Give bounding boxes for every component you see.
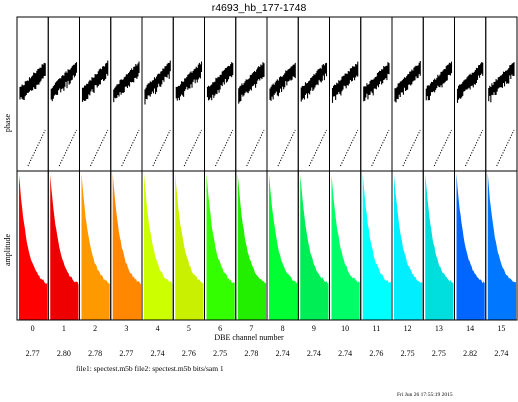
phase-reference-0 [27, 129, 46, 167]
amplitude-spectrum-12 [394, 174, 423, 320]
amplitude-spectrum-10 [331, 175, 360, 320]
amplitude-spectrum-7 [237, 174, 266, 320]
channel-value-label: 2.74 [307, 349, 321, 358]
phase-points-4 [144, 60, 171, 105]
channel-value-label: 2.75 [432, 349, 446, 358]
phase-points-11 [363, 62, 390, 102]
channel-value-label: 2.74 [338, 349, 352, 358]
phase-reference-12 [402, 129, 421, 167]
channel-number-label: 2 [93, 324, 97, 333]
phase-reference-3 [121, 129, 140, 167]
phase-points-14 [456, 62, 484, 103]
phase-reference-6 [214, 129, 234, 167]
plot-title: r4693_hb_177-1748 [212, 2, 307, 14]
phase-reference-1 [58, 129, 77, 167]
channel-value-label: 2.76 [369, 349, 383, 358]
channel-value-label: 2.75 [213, 349, 227, 358]
phase-reference-7 [246, 129, 265, 167]
channel-number-label: 4 [156, 324, 160, 333]
phase-points-15 [488, 62, 515, 103]
phase-axis-label: phase [3, 113, 12, 132]
channel-number-label: 3 [124, 324, 128, 333]
channel-labels: 0 2.77 1 2.80 2 2.78 3 2.77 4 2.74 5 2.76 6 2.75 7 2.78… [26, 324, 509, 358]
amplitude-spectrum-14 [456, 173, 485, 320]
channel-value-label: 2.77 [119, 349, 133, 358]
channel-number-label: 13 [435, 324, 443, 333]
phase-reference-2 [89, 129, 109, 167]
phase-points-8 [269, 62, 296, 101]
phase-points-3 [113, 61, 140, 103]
channel-number-label: 6 [218, 324, 222, 333]
channel-value-label: 2.82 [463, 349, 477, 358]
amplitude-spectrum-13 [425, 174, 454, 320]
x-axis-label: DBE channel number [214, 333, 284, 342]
channel-number-label: 0 [31, 324, 35, 333]
amplitude-spectrum-5 [175, 173, 204, 320]
amplitude-spectrum-8 [269, 174, 298, 320]
amplitude-spectrum-15 [487, 172, 516, 320]
phase-reference-11 [371, 129, 390, 167]
amplitude-spectrum-1 [50, 174, 79, 320]
amplitude-spectrum-9 [300, 174, 329, 320]
channel-panels [16, 16, 518, 321]
phase-reference-15 [496, 129, 515, 167]
channel-value-label: 2.80 [57, 349, 71, 358]
channel-value-label: 2.78 [88, 349, 102, 358]
phase-points-0 [19, 62, 46, 100]
phase-reference-10 [339, 129, 359, 167]
phase-reference-14 [464, 129, 484, 167]
channel-number-label: 8 [281, 324, 285, 333]
phase-reference-13 [433, 129, 452, 167]
channel-value-label: 2.74 [276, 349, 290, 358]
channel-number-label: 11 [373, 324, 381, 333]
phase-points-13 [425, 61, 453, 101]
amplitude-spectrum-2 [81, 173, 110, 320]
amplitude-spectrum-11 [362, 173, 391, 320]
phase-reference-8 [277, 129, 296, 167]
channel-value-label: 2.74 [494, 349, 508, 358]
channel-number-label: 9 [312, 324, 316, 333]
phase-points-10 [331, 61, 359, 103]
phase-points-12 [394, 60, 421, 103]
channel-value-label: 2.77 [26, 349, 40, 358]
channel-value-label: 2.78 [244, 349, 258, 358]
amplitude-axis-label: amplitude [3, 234, 12, 266]
phase-points-6 [206, 62, 234, 101]
phase-reference-5 [183, 129, 202, 167]
phase-points-5 [175, 61, 203, 101]
phase-points-1 [50, 62, 78, 102]
phase-points-9 [300, 62, 328, 102]
channel-number-label: 10 [341, 324, 349, 333]
amplitude-spectrum-6 [206, 173, 235, 320]
phase-points-2 [81, 60, 109, 102]
amplitude-spectrum-4 [144, 172, 173, 320]
channel-number-label: 1 [62, 324, 66, 333]
amplitude-spectrum-0 [19, 175, 48, 320]
footer-file-info: file1: spectest.m5b file2: spectest.m5b … [76, 364, 224, 373]
channel-number-label: 12 [404, 324, 412, 333]
channel-number-label: 5 [187, 324, 191, 333]
phase-reference-9 [308, 129, 327, 167]
channel-number-label: 15 [497, 324, 505, 333]
channel-value-label: 2.76 [182, 349, 196, 358]
phase-points-7 [238, 62, 265, 104]
channel-value-label: 2.74 [151, 349, 165, 358]
amplitude-spectrum-3 [112, 173, 141, 320]
channel-number-label: 14 [466, 324, 474, 333]
channel-panel-15 [485, 16, 518, 321]
channel-value-label: 2.75 [401, 349, 415, 358]
timestamp: Fri Jun 26 17:55:19 2015 [397, 392, 453, 398]
phase-reference-4 [152, 129, 171, 167]
channel-number-label: 7 [249, 324, 253, 333]
